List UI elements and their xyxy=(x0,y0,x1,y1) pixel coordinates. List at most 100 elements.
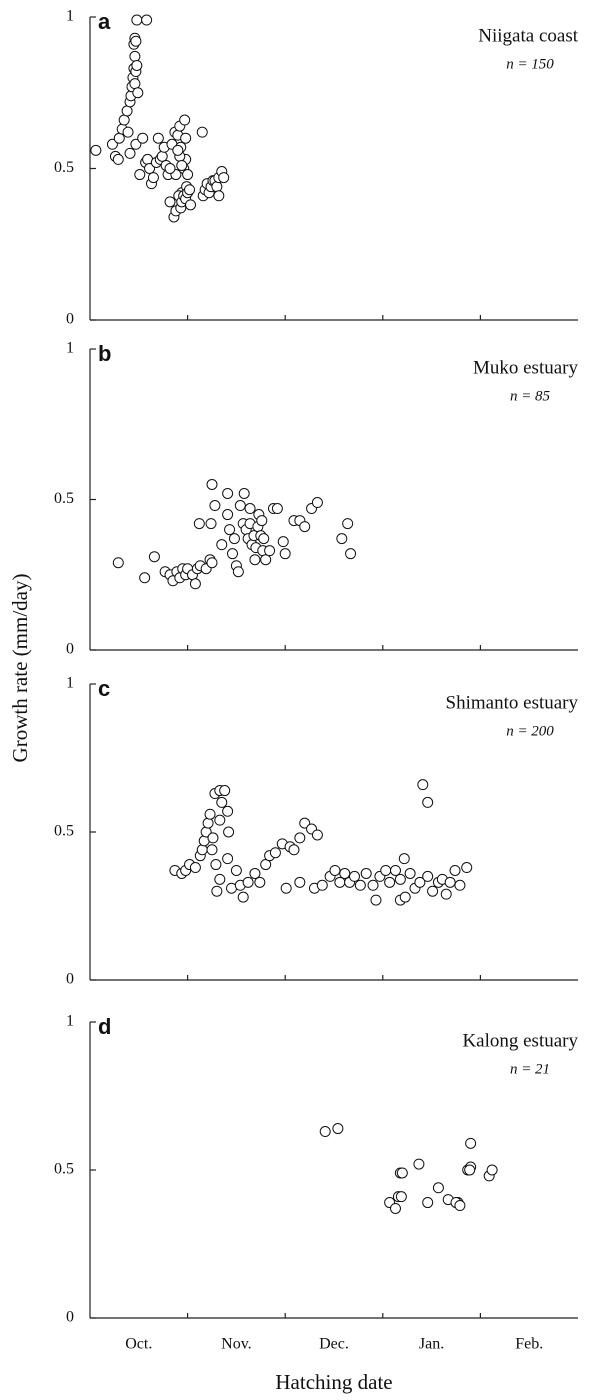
point xyxy=(332,1123,344,1135)
point xyxy=(141,14,153,26)
point xyxy=(234,500,246,512)
point xyxy=(244,503,256,515)
point xyxy=(209,500,221,512)
point xyxy=(417,779,429,791)
point xyxy=(384,876,396,888)
point xyxy=(260,859,272,871)
point xyxy=(206,844,218,856)
point xyxy=(156,150,168,162)
point xyxy=(152,132,164,144)
panel-title: Niigata coast xyxy=(478,25,578,46)
point xyxy=(189,578,201,590)
point xyxy=(422,870,434,882)
panel-label: c xyxy=(98,676,110,701)
point xyxy=(395,1191,407,1203)
point xyxy=(294,876,306,888)
point xyxy=(414,876,426,888)
point xyxy=(222,509,234,521)
point xyxy=(206,478,218,490)
point xyxy=(134,169,146,181)
panel-label: d xyxy=(98,1014,111,1039)
x-tick-label: Dec. xyxy=(319,1336,349,1353)
point xyxy=(299,817,311,829)
point xyxy=(131,14,143,26)
point xyxy=(132,87,144,99)
point xyxy=(427,885,439,897)
point xyxy=(336,533,348,545)
sample-size: n = 21 xyxy=(510,1061,550,1077)
point xyxy=(218,172,230,184)
point xyxy=(237,891,249,903)
point xyxy=(399,891,411,903)
point xyxy=(222,853,234,865)
point xyxy=(360,867,372,879)
y-tick-label: 0 xyxy=(66,311,74,328)
point xyxy=(334,876,346,888)
point xyxy=(223,826,235,838)
point xyxy=(249,867,261,879)
point xyxy=(164,163,176,174)
point xyxy=(260,554,272,566)
panel-label: a xyxy=(98,9,111,34)
point xyxy=(148,551,160,563)
panel-title: Shimanto estuary xyxy=(446,692,579,713)
point xyxy=(464,1164,476,1176)
x-tick-label: Feb. xyxy=(515,1336,543,1353)
point xyxy=(230,864,242,876)
point xyxy=(211,885,223,897)
point xyxy=(210,859,222,871)
point xyxy=(139,572,151,584)
point xyxy=(299,521,311,533)
y-tick-label: 0.5 xyxy=(54,490,74,507)
point xyxy=(204,808,216,820)
point xyxy=(461,862,473,874)
point xyxy=(147,172,159,184)
point xyxy=(182,169,194,181)
y-tick-label: 1 xyxy=(66,1013,74,1030)
point xyxy=(277,536,289,548)
point xyxy=(176,159,188,171)
point xyxy=(129,50,141,62)
sample-size: n = 150 xyxy=(506,56,554,72)
point xyxy=(354,879,366,891)
point xyxy=(279,548,291,560)
point xyxy=(216,539,228,551)
point xyxy=(180,132,192,144)
point xyxy=(214,814,226,826)
point xyxy=(130,35,142,47)
point xyxy=(193,518,205,530)
point xyxy=(164,196,176,208)
y-tick-label: 0.5 xyxy=(54,1161,74,1178)
point xyxy=(432,1182,444,1194)
point xyxy=(130,138,142,150)
point xyxy=(113,132,125,144)
y-tick-label: 1 xyxy=(66,340,74,357)
y-tick-label: 1 xyxy=(66,8,74,25)
point xyxy=(404,867,416,879)
point xyxy=(394,873,406,885)
y-tick-label: 0.5 xyxy=(54,823,74,840)
point xyxy=(311,497,323,509)
point xyxy=(112,153,124,165)
sample-size: n = 200 xyxy=(506,723,554,739)
point xyxy=(342,518,354,530)
point xyxy=(129,78,141,90)
point xyxy=(90,144,102,156)
point xyxy=(222,805,234,817)
point xyxy=(144,163,156,174)
point xyxy=(348,870,360,882)
point xyxy=(213,190,225,202)
point xyxy=(396,1167,408,1179)
point xyxy=(189,862,201,874)
point xyxy=(249,554,261,566)
x-tick-label: Nov. xyxy=(221,1336,252,1353)
point xyxy=(444,876,456,888)
point xyxy=(288,844,300,856)
point xyxy=(486,1164,498,1176)
point xyxy=(184,184,196,196)
point xyxy=(294,832,306,844)
y-tick-label: 1 xyxy=(66,675,74,692)
point xyxy=(242,876,254,888)
point xyxy=(258,533,270,545)
